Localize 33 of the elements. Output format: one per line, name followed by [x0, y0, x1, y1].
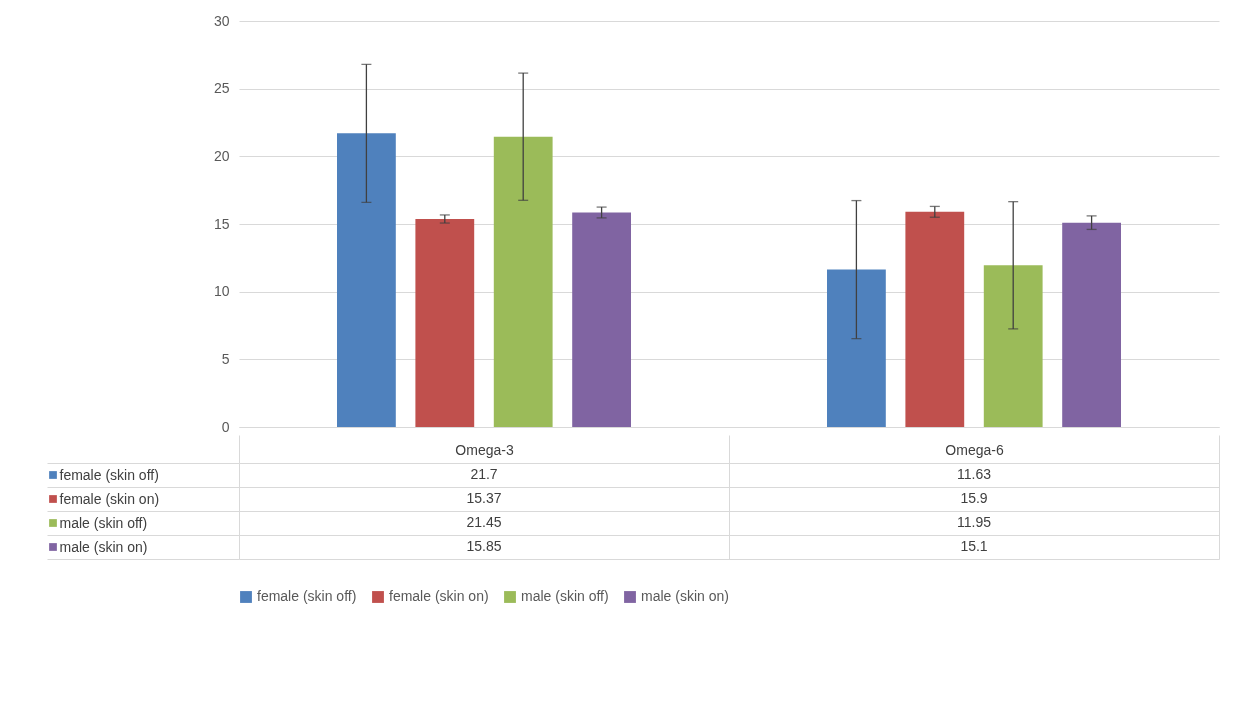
data-label: 21.7 [470, 466, 498, 482]
bar [1062, 222, 1121, 427]
data-label: 15.9 [960, 490, 988, 506]
bar [983, 265, 1043, 427]
legend-label: female (skin off) [257, 588, 357, 604]
y-tick-label: 20 [213, 147, 230, 164]
x-tick-label: Omega-6 [945, 441, 1004, 458]
legend-label: female (skin on) [389, 588, 489, 604]
y-tick-label: 10 [213, 283, 230, 300]
y-tick-label: 25 [213, 80, 230, 97]
data-label: 11.95 [957, 514, 992, 530]
bar [493, 136, 553, 427]
text: male (skin off) [59, 514, 148, 531]
bar [415, 218, 475, 427]
x-tick-label: Omega-3 [455, 441, 514, 458]
y-tick-label: 0 [221, 418, 230, 435]
text: male (skin on) [59, 538, 148, 555]
y-tick-label: 15 [213, 215, 230, 232]
bar [337, 133, 396, 427]
y-tick-label: 5 [221, 350, 230, 367]
text: female (skin on) [59, 490, 160, 507]
data-label: 15.1 [960, 538, 988, 554]
data-label: 21.45 [466, 514, 502, 530]
text: female (skin off) [59, 466, 159, 483]
data-label: 15.85 [466, 538, 502, 554]
bar [572, 212, 631, 427]
legend-label: male (skin off) [521, 588, 609, 604]
bar [905, 211, 965, 427]
bar [827, 269, 886, 427]
data-label: 15.37 [466, 490, 502, 506]
legend-label: male (skin on) [641, 588, 729, 604]
y-tick-label: 30 [213, 12, 230, 29]
data-label: 11.63 [957, 466, 992, 482]
